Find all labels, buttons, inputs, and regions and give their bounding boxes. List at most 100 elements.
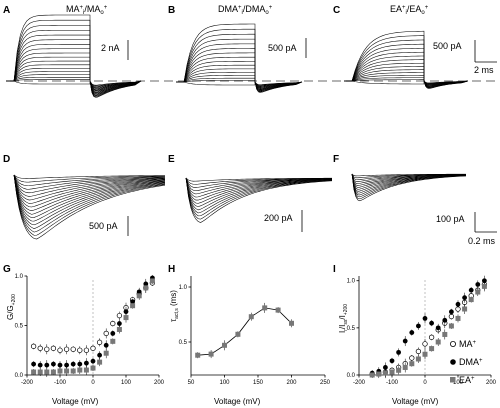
- chart-g-point: [97, 352, 102, 358]
- traces-e-sweep: [185, 177, 333, 204]
- traces-e-sweep: [185, 177, 333, 211]
- chart-h-ylabel: τact,s (ms): [169, 290, 180, 322]
- traces-d-sweep: [13, 174, 166, 211]
- chart-g-point: [37, 369, 43, 375]
- chart-i-point: [462, 306, 468, 312]
- traces-e-sweep: [185, 177, 333, 217]
- panel-label-b: B: [168, 5, 175, 16]
- chart-i-point: [396, 349, 401, 355]
- chart-g-point: [83, 347, 90, 353]
- chart-g-point: [77, 361, 83, 367]
- chart-i-x-tick-label: 100: [453, 380, 464, 386]
- chart-g-point: [44, 362, 50, 368]
- chart-h-x-tick-label: 150: [253, 380, 264, 386]
- chart-i-point: [475, 289, 481, 295]
- traces-c: [344, 30, 469, 89]
- chart-g-point: [103, 342, 109, 348]
- chart-h-fit-line: [197, 307, 292, 356]
- panel-a-title: MA+i/MAo+: [66, 4, 108, 16]
- chart-g-x-tick-label: 0: [91, 380, 95, 386]
- time-label-f: 0.2 ms: [468, 236, 496, 246]
- chart-g-point: [31, 369, 37, 375]
- chart-i-point: [409, 361, 415, 367]
- chart-h-point: [248, 314, 254, 320]
- traces-d-sweep: [13, 174, 166, 208]
- chart-i-x-tick-label: -200: [353, 380, 366, 386]
- chart-h-x-tick-label: 100: [219, 380, 230, 386]
- panel-label-c: C: [333, 5, 340, 16]
- chart-i-point: [429, 346, 435, 352]
- chart-i-point: [455, 301, 461, 307]
- chart-g-point: [77, 347, 83, 353]
- traces-a: [6, 14, 142, 98]
- legend-filled-square-icon: [450, 377, 456, 383]
- traces-d-sweep: [13, 174, 166, 204]
- chart-i-x-tick-label: 0: [423, 380, 427, 386]
- chart-i-point: [481, 283, 487, 289]
- traces-e-sweep: [185, 177, 333, 220]
- chart-g-point: [96, 339, 103, 345]
- traces-e-sweep: [185, 177, 333, 201]
- chart-g-point: [149, 278, 155, 284]
- traces-d-sweep: [13, 174, 166, 236]
- chart-h: 50 100 150 200 250 0.5 1.0: [179, 276, 331, 386]
- chart-g-point: [110, 320, 116, 327]
- panel-label-g: G: [3, 264, 11, 275]
- chart-i-y-tick-label: 1.0: [347, 279, 356, 285]
- traces-e-sweep: [185, 177, 333, 198]
- chart-h-point: [289, 320, 294, 326]
- scale-label-c: 500 pA: [433, 41, 462, 51]
- chart-i-point: [442, 331, 448, 337]
- panel-label-i: I: [333, 264, 336, 275]
- chart-i-point: [422, 341, 428, 347]
- traces-d: [13, 174, 166, 240]
- traces-a-sweep: [6, 48, 142, 93]
- chart-i-point: [383, 365, 388, 370]
- chart-i-point: [422, 351, 428, 357]
- traces-e-sweep: [185, 177, 332, 182]
- chart-i-point: [428, 334, 435, 340]
- chart-g-point: [44, 369, 50, 375]
- traces-d-sweep: [13, 174, 166, 197]
- chart-g-point: [70, 361, 76, 367]
- chart-g-x-tick-label: -100: [54, 380, 67, 386]
- chart-i-point: [448, 313, 455, 320]
- chart-g-point: [57, 362, 63, 368]
- chart-i-point: [448, 323, 454, 329]
- chart-g-xlabel: Voltage (mV): [52, 397, 99, 406]
- chart-g-point: [44, 346, 50, 352]
- traces-d-sweep: [13, 174, 166, 179]
- chart-g-point: [97, 359, 103, 365]
- chart-h-x-tick-label: 200: [286, 380, 297, 386]
- traces-e-sweep: [185, 177, 333, 188]
- chart-g-point: [143, 285, 149, 291]
- chart-g-x-tick-label: 100: [121, 380, 132, 386]
- traces-d-sweep: [13, 174, 166, 194]
- panel-c-title: EA+i/EAo+: [390, 4, 429, 16]
- chart-h-xlabel: Voltage (mV): [214, 397, 261, 406]
- chart-h-point: [235, 331, 241, 337]
- chart-g-x-tick-label: -200: [21, 380, 34, 386]
- traces-e-sweep: [185, 177, 333, 195]
- chart-h-y-tick-label: 0.5: [179, 340, 188, 346]
- chart-i-point: [435, 325, 441, 331]
- chart-h-x-tick-label: 250: [320, 380, 331, 386]
- chart-i-point: [449, 309, 454, 315]
- chart-i-point: [382, 370, 388, 376]
- chart-g-point: [50, 369, 56, 375]
- chart-g-point: [57, 368, 63, 374]
- traces-d-sweep: [13, 174, 166, 222]
- traces-c-sweep: [344, 30, 469, 89]
- chart-g-y-tick-label: 0.5: [15, 324, 24, 330]
- chart-g-point: [84, 360, 89, 366]
- chart-i-point: [442, 317, 448, 323]
- chart-g-point: [64, 368, 70, 374]
- chart-g-point: [136, 293, 142, 299]
- chart-g-y-tick-label: 1.0: [15, 274, 24, 280]
- chart-g-point: [83, 367, 89, 373]
- chart-i-point: [376, 371, 382, 377]
- panel-label-d: D: [3, 154, 10, 165]
- legend-dma: DMA+: [459, 357, 483, 367]
- chart-h-point: [222, 342, 227, 348]
- chart-i-point: [389, 358, 395, 364]
